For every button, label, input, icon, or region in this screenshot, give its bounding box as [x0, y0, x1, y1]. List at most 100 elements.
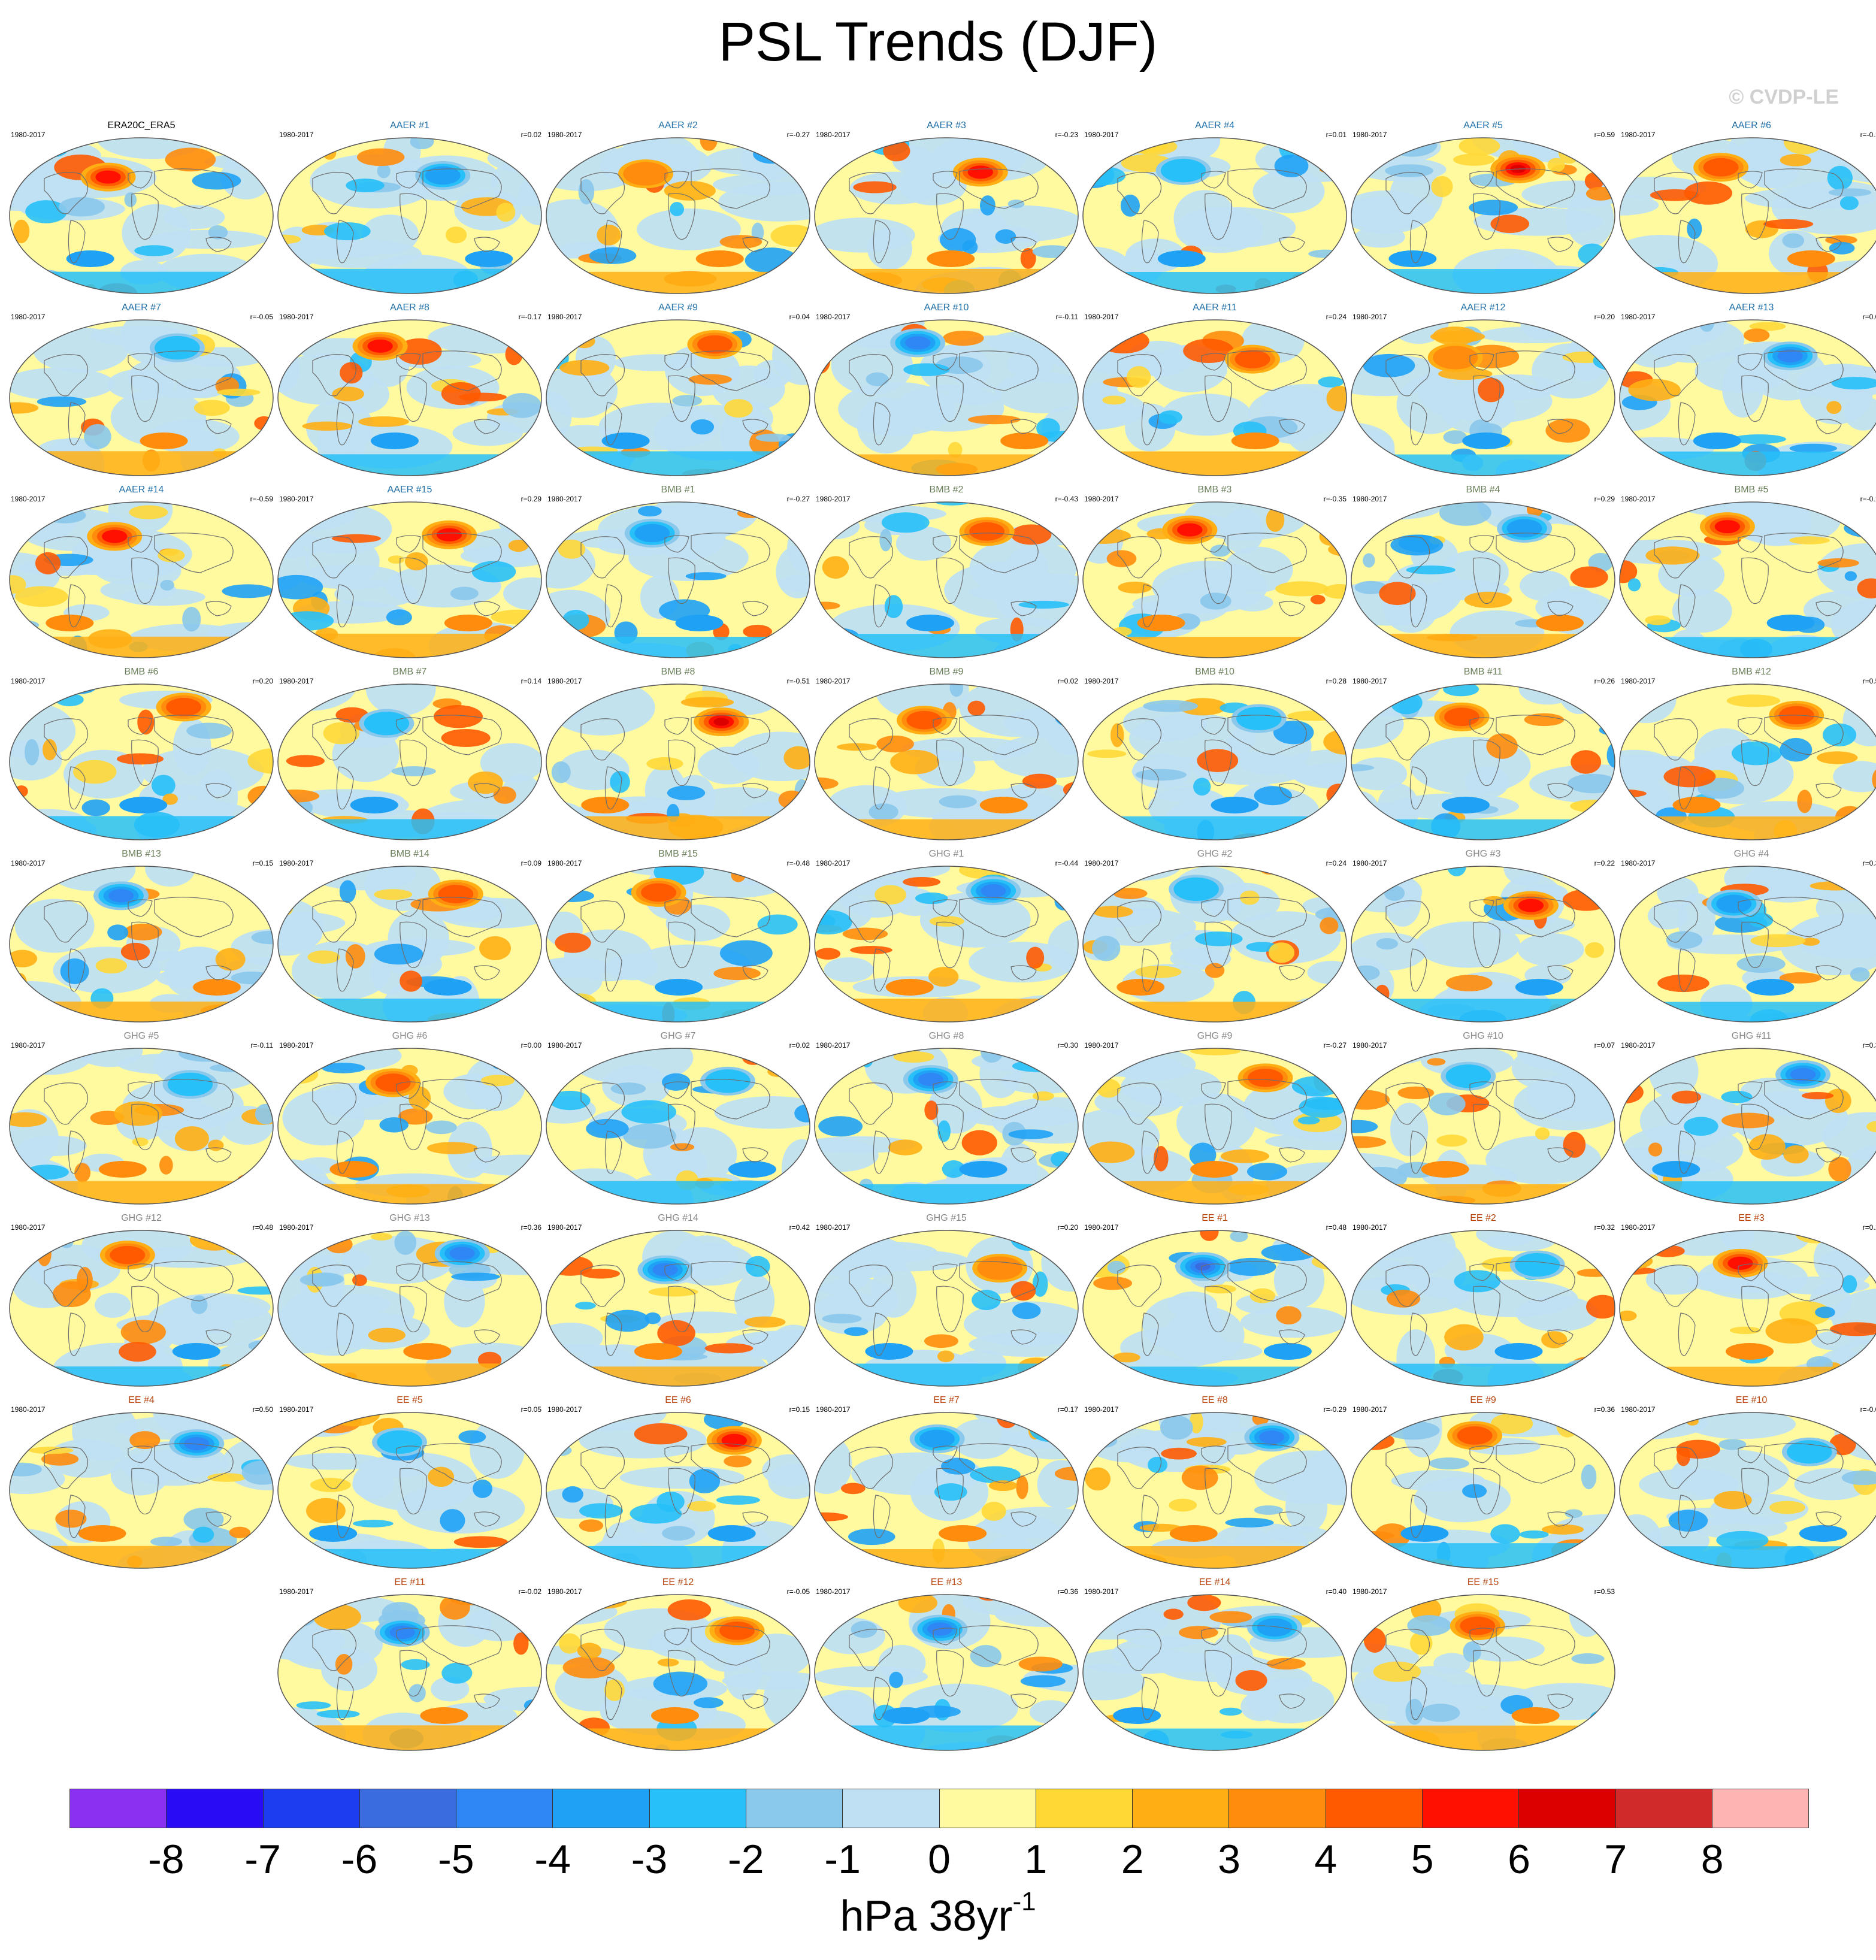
panel-title: GHG #9 — [1197, 1031, 1233, 1041]
panel-period: 1980-2017 — [279, 1223, 314, 1232]
panel-pattern-correlation: r=0.15 — [252, 859, 273, 867]
colorbar-segment — [1422, 1789, 1520, 1828]
colorbar-tick-label: -3 — [631, 1837, 668, 1882]
panel-pattern-correlation: r=-0.19 — [1860, 131, 1876, 139]
map-panel: GHG #9 1980-2017 r=-0.27 — [1082, 1030, 1348, 1210]
panel-period: 1980-2017 — [1084, 1041, 1119, 1049]
credit-watermark: © CVDP-LE — [1729, 86, 1839, 108]
map-panel: EE #6 1980-2017 r=0.15 — [545, 1395, 811, 1574]
panel-title: BMB #12 — [1732, 667, 1771, 677]
map-panel: AAER #1 1980-2017 r=0.02 — [277, 120, 543, 300]
psl-trend-map — [1619, 866, 1876, 1023]
map-panel: GHG #1 1980-2017 r=-0.44 — [813, 848, 1079, 1028]
map-panel: AAER #14 1980-2017 r=-0.59 — [8, 484, 274, 664]
panel-period: 1980-2017 — [279, 495, 314, 503]
map-panel: BMB #9 1980-2017 r=0.02 — [813, 666, 1079, 846]
map-panel: EE #4 1980-2017 r=0.50 — [8, 1395, 274, 1574]
panel-pattern-correlation: r=-0.05 — [250, 313, 273, 321]
panel-title: AAER #15 — [387, 485, 432, 495]
map-panel: AAER #3 1980-2017 r=-0.23 — [813, 120, 1079, 300]
panel-period: 1980-2017 — [11, 859, 46, 867]
map-panel: EE #1 1980-2017 r=0.48 — [1082, 1212, 1348, 1392]
panel-pattern-correlation: r=0.59 — [1862, 677, 1876, 685]
panel-period: 1980-2017 — [279, 1041, 314, 1049]
panel-title: BMB #11 — [1463, 667, 1503, 677]
panel-pattern-correlation: r=-0.51 — [786, 677, 810, 685]
panel-title: EE #7 — [933, 1395, 960, 1405]
colorbar-segment — [1133, 1789, 1230, 1828]
colorbar-segment — [263, 1789, 360, 1828]
map-panel: ERA20C_ERA5 1980-2017 — [8, 120, 274, 300]
panel-title: AAER #12 — [1460, 303, 1506, 313]
panel-title: GHG #15 — [926, 1213, 967, 1223]
panel-pattern-correlation: r=0.28 — [1326, 677, 1347, 685]
panel-title: AAER #5 — [1463, 120, 1503, 131]
panel-title: AAER #11 — [1193, 303, 1237, 313]
psl-trend-map — [814, 1412, 1079, 1569]
panel-title: EE #9 — [1470, 1395, 1496, 1405]
panel-title: EE #1 — [1202, 1213, 1228, 1223]
panel-title: AAER #7 — [122, 303, 161, 313]
panel-period: 1980-2017 — [816, 1405, 851, 1414]
panel-period: 1980-2017 — [11, 313, 46, 321]
map-panel: GHG #7 1980-2017 r=0.02 — [545, 1030, 811, 1210]
panel-title: BMB #13 — [122, 849, 161, 859]
panel-period: 1980-2017 — [1352, 1223, 1387, 1232]
map-panel: GHG #11 1980-2017 r=0.35 — [1618, 1030, 1876, 1210]
map-panel: AAER #11 1980-2017 r=0.24 — [1082, 302, 1348, 482]
panel-pattern-correlation: r=-0.29 — [1323, 1405, 1347, 1414]
map-panel: AAER #15 1980-2017 r=0.29 — [277, 484, 543, 664]
colorbar-segment — [359, 1789, 457, 1828]
psl-trend-map — [1082, 319, 1347, 476]
map-panel: GHG #4 1980-2017 r=0.31 — [1618, 848, 1876, 1028]
panel-period: 1980-2017 — [11, 1041, 46, 1049]
panel-period: 1980-2017 — [1352, 1041, 1387, 1049]
map-panel: BMB #14 1980-2017 r=0.09 — [277, 848, 543, 1028]
psl-trend-map — [814, 683, 1079, 840]
map-panel: AAER #13 1980-2017 r=0.04 — [1618, 302, 1876, 482]
panel-period: 1980-2017 — [279, 131, 314, 139]
psl-trend-map — [814, 319, 1079, 476]
panel-title: BMB #7 — [392, 667, 427, 677]
panel-pattern-correlation: r=0.50 — [252, 1405, 273, 1414]
panel-title: AAER #1 — [390, 120, 429, 131]
map-panel: GHG #5 1980-2017 r=-0.11 — [8, 1030, 274, 1210]
colorbar-segment — [1519, 1789, 1616, 1828]
panel-title: EE #5 — [397, 1395, 423, 1405]
colorbar-segment — [939, 1789, 1036, 1828]
map-panel: BMB #13 1980-2017 r=0.15 — [8, 848, 274, 1028]
panel-pattern-correlation: r=0.53 — [1594, 1587, 1615, 1596]
map-panel: AAER #7 1980-2017 r=-0.05 — [8, 302, 274, 482]
panel-pattern-correlation: r=0.20 — [1594, 313, 1615, 321]
panel-pattern-correlation: r=0.01 — [1326, 131, 1347, 139]
colorbar-tick-label: -8 — [148, 1837, 184, 1882]
panel-period: 1980-2017 — [816, 495, 851, 503]
panel-period: 1980-2017 — [547, 495, 582, 503]
psl-trend-map — [9, 319, 274, 476]
panel-pattern-correlation: r=0.02 — [1057, 677, 1078, 685]
psl-trend-map — [1351, 1412, 1615, 1569]
map-panel: EE #12 1980-2017 r=-0.05 — [545, 1577, 811, 1756]
panel-period: 1980-2017 — [816, 1223, 851, 1232]
psl-trend-map — [277, 1412, 542, 1569]
map-panel: BMB #3 1980-2017 r=-0.35 — [1082, 484, 1348, 664]
map-panel: BMB #11 1980-2017 r=0.26 — [1350, 666, 1616, 846]
psl-trend-map — [546, 1048, 810, 1205]
psl-trend-map — [1351, 319, 1615, 476]
psl-trend-map — [1082, 866, 1347, 1023]
psl-trend-map — [1082, 683, 1347, 840]
panel-period: 1980-2017 — [279, 1587, 314, 1596]
panel-pattern-correlation: r=-0.02 — [518, 1587, 541, 1596]
panel-title: BMB #3 — [1197, 485, 1232, 495]
colorbar-segment — [649, 1789, 746, 1828]
panel-pattern-correlation: r=0.09 — [521, 859, 541, 867]
panel-period: 1980-2017 — [547, 1223, 582, 1232]
psl-trend-map — [814, 1048, 1079, 1205]
colorbar — [69, 1789, 1809, 1828]
panel-pattern-correlation: r=0.48 — [252, 1223, 273, 1232]
panel-title: GHG #12 — [121, 1213, 162, 1223]
panel-period: 1980-2017 — [1352, 131, 1387, 139]
panel-pattern-correlation: r=-0.07 — [1860, 1405, 1876, 1414]
panel-pattern-correlation: r=0.42 — [789, 1223, 810, 1232]
psl-trend-map — [814, 1594, 1079, 1751]
